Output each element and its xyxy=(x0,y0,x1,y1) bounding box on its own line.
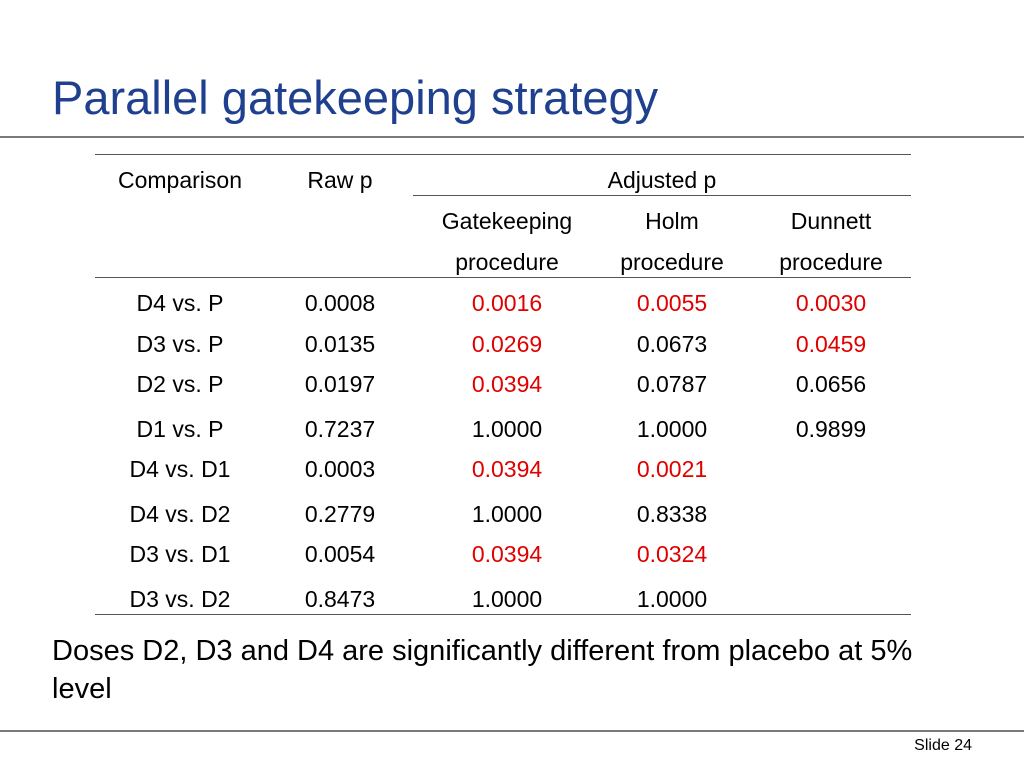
table-row: D3 vs. D1 0.0054 0.0394 0.0324 xyxy=(0,540,1024,570)
cell-dunnett: 0.0459 xyxy=(795,331,867,357)
slide-number: Slide 24 xyxy=(914,737,972,754)
table-row: D3 vs. D2 0.8473 1.0000 1.0000 xyxy=(0,585,1024,615)
title-divider xyxy=(0,136,1024,138)
conclusion-text: Doses D2, D3 and D4 are significantly di… xyxy=(52,635,913,705)
table-row: D1 vs. P 0.7237 1.0000 1.0000 0.9899 xyxy=(0,415,1024,445)
cell-comparison: D1 vs. P xyxy=(136,416,224,442)
table-row: D4 vs. D1 0.0003 0.0394 0.0021 xyxy=(0,455,1024,485)
cell-gatekeeping: 0.0394 xyxy=(471,371,543,397)
header-dunnett-line2: procedure xyxy=(779,249,883,275)
cell-holm: 1.0000 xyxy=(636,586,708,612)
cell-raw-p: 0.0008 xyxy=(304,290,376,316)
cell-raw-p: 0.2779 xyxy=(304,501,376,527)
table-row: D3 vs. P 0.0135 0.0269 0.0673 0.0459 xyxy=(0,330,1024,360)
header-holm-line2: procedure xyxy=(620,249,724,275)
cell-dunnett: 0.0030 xyxy=(795,290,867,316)
header-comparison: Comparison xyxy=(118,167,242,193)
cell-dunnett: 0.0656 xyxy=(795,371,867,397)
cell-raw-p: 0.0197 xyxy=(304,371,376,397)
cell-comparison: D2 vs. P xyxy=(136,371,224,397)
footer-divider xyxy=(0,730,1024,732)
cell-comparison: D3 vs. P xyxy=(136,331,224,357)
header-gatekeeping-line1: Gatekeeping xyxy=(441,208,573,234)
cell-holm: 0.8338 xyxy=(636,501,708,527)
table-row: D4 vs. P 0.0008 0.0016 0.0055 0.0030 xyxy=(0,289,1024,319)
cell-gatekeeping: 0.0394 xyxy=(471,456,543,482)
cell-holm: 1.0000 xyxy=(636,416,708,442)
cell-raw-p: 0.0054 xyxy=(304,541,376,567)
cell-raw-p: 0.8473 xyxy=(304,586,376,612)
cell-gatekeeping: 1.0000 xyxy=(471,586,543,612)
header-dunnett-line1: Dunnett xyxy=(790,208,872,234)
adjusted-p-rule xyxy=(413,195,911,196)
cell-dunnett: 0.9899 xyxy=(795,416,867,442)
table-bottom-rule xyxy=(95,614,911,615)
cell-comparison: D3 vs. D1 xyxy=(129,541,231,567)
cell-holm: 0.0021 xyxy=(636,456,708,482)
cell-gatekeeping: 0.0269 xyxy=(471,331,543,357)
header-adjusted-p: Adjusted p xyxy=(607,167,717,193)
cell-holm: 0.0787 xyxy=(636,371,708,397)
cell-comparison: D4 vs. D2 xyxy=(129,501,231,527)
header-gatekeeping-line2: procedure xyxy=(455,249,559,275)
cell-raw-p: 0.7237 xyxy=(304,416,376,442)
cell-comparison: D4 vs. D1 xyxy=(129,456,231,482)
cell-comparison: D3 vs. D2 xyxy=(129,586,231,612)
header-raw-p: Raw p xyxy=(307,167,373,193)
table-row: D2 vs. P 0.0197 0.0394 0.0787 0.0656 xyxy=(0,370,1024,400)
cell-gatekeeping: 1.0000 xyxy=(471,501,543,527)
cell-holm: 0.0673 xyxy=(636,331,708,357)
cell-raw-p: 0.0003 xyxy=(304,456,376,482)
header-bottom-rule xyxy=(95,277,911,278)
cell-raw-p: 0.0135 xyxy=(304,331,376,357)
cell-holm: 0.0055 xyxy=(636,290,708,316)
table-row: D4 vs. D2 0.2779 1.0000 0.8338 xyxy=(0,500,1024,530)
cell-gatekeeping: 1.0000 xyxy=(471,416,543,442)
cell-gatekeeping: 0.0394 xyxy=(471,541,543,567)
table-top-rule xyxy=(95,154,911,155)
cell-gatekeeping: 0.0016 xyxy=(471,290,543,316)
header-holm-line1: Holm xyxy=(645,208,699,234)
cell-holm: 0.0324 xyxy=(636,541,708,567)
slide-title: Parallel gatekeeping strategy xyxy=(52,71,659,124)
cell-comparison: D4 vs. P xyxy=(136,290,224,316)
